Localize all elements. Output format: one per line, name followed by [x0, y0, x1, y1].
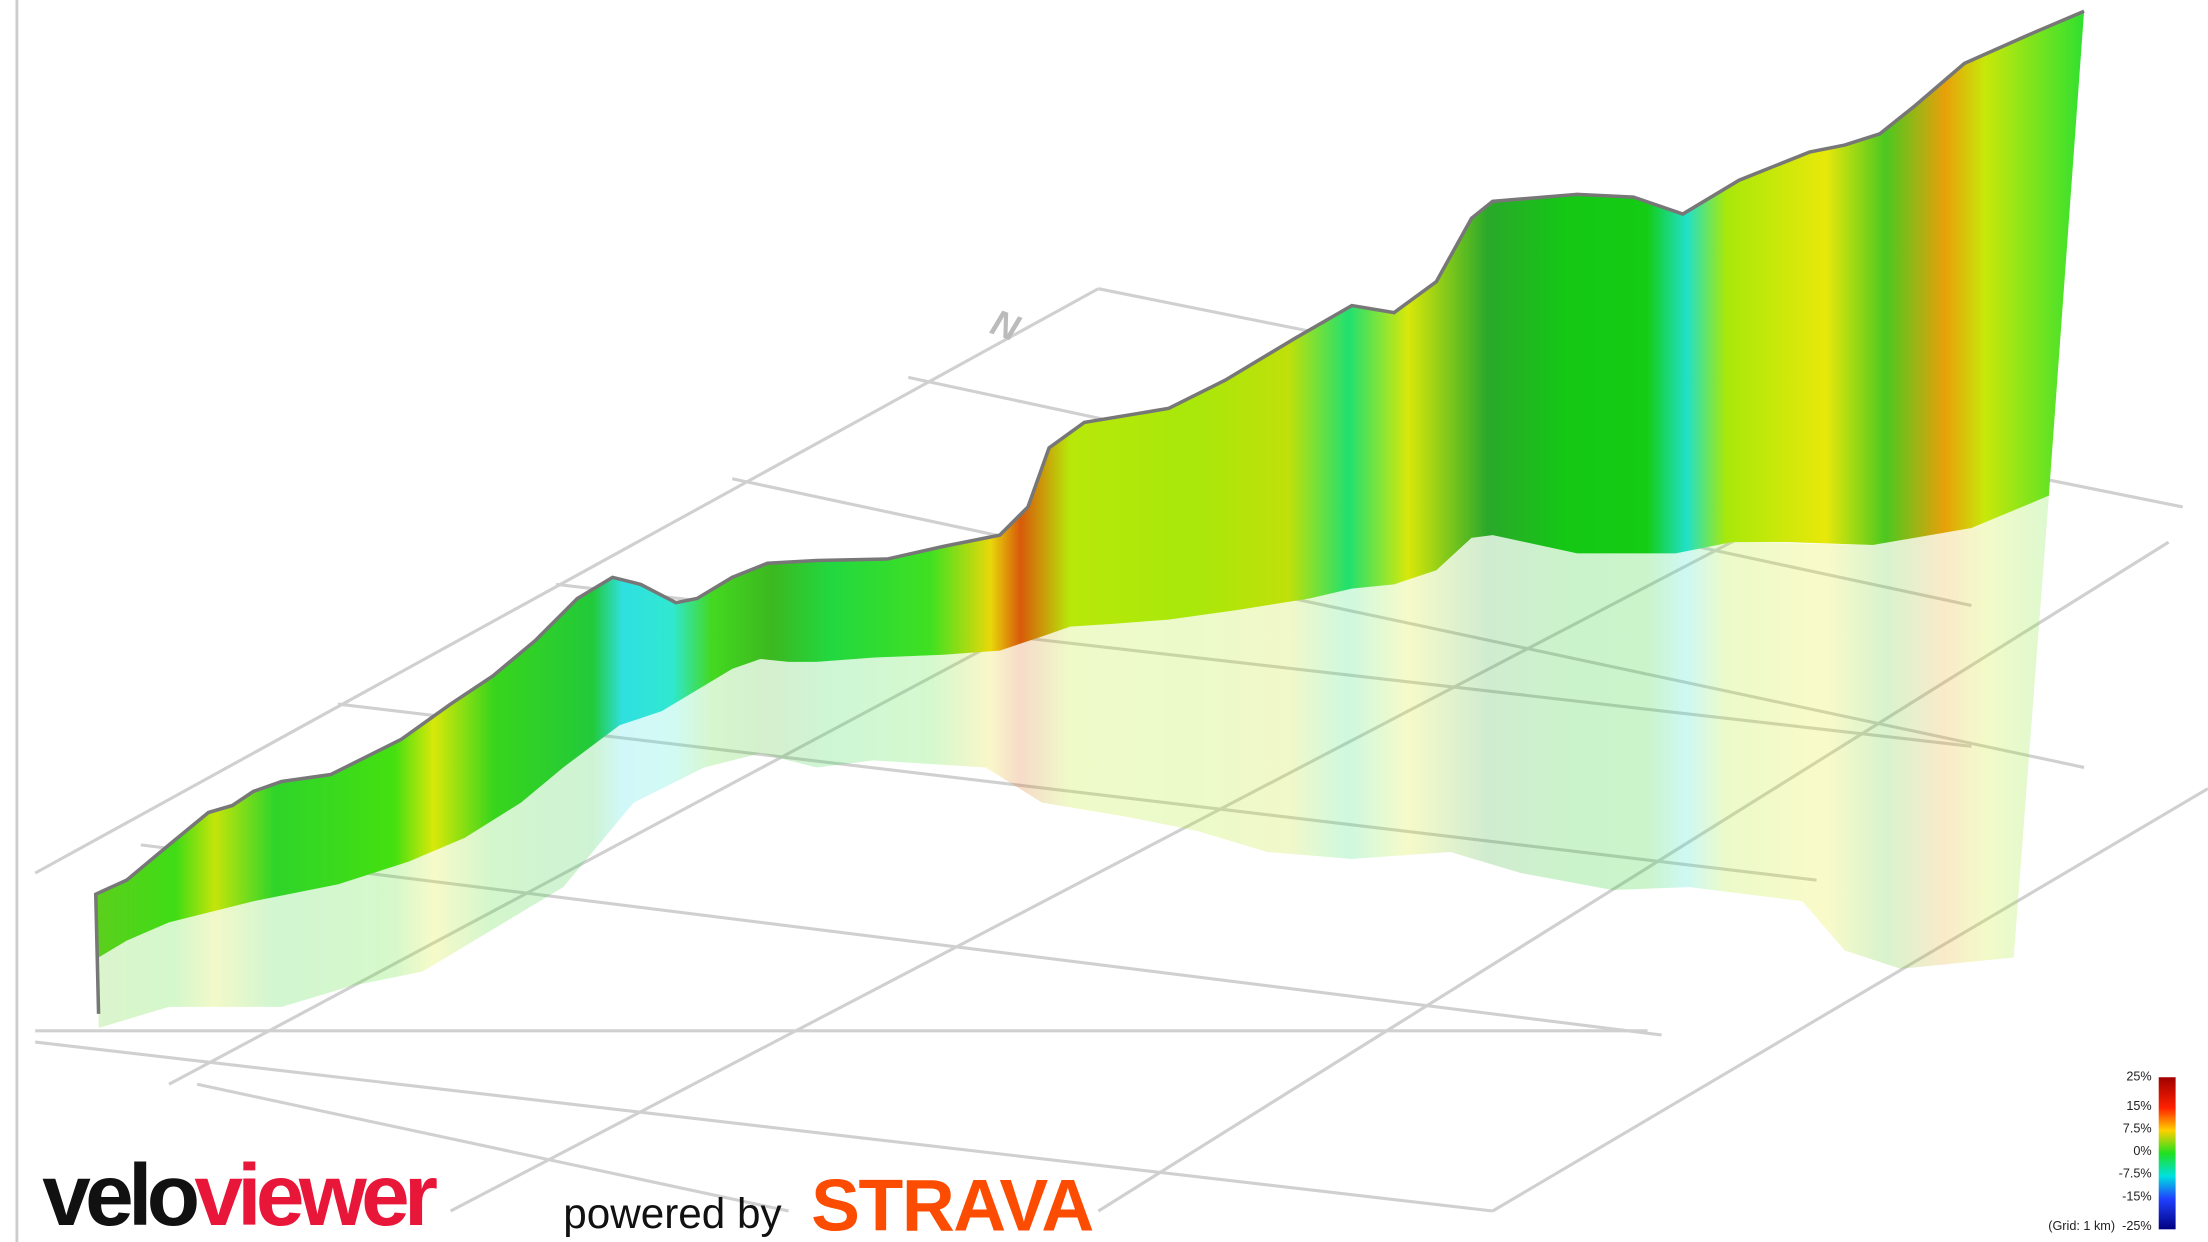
- legend-label: 15%: [2126, 1099, 2151, 1113]
- reflection: [98, 495, 2049, 1028]
- powered-by: powered by: [563, 1190, 782, 1237]
- strava-logo: STRAVA: [811, 1165, 1093, 1242]
- gradient-scale: [2158, 1077, 2176, 1230]
- elevation-outline: [93, 9, 2085, 1014]
- logo-viewer: viewer: [194, 1146, 437, 1242]
- logo-velo: velo: [42, 1146, 196, 1242]
- grid-note: (Grid: 1 km): [2048, 1219, 2115, 1233]
- legend-label: 7.5%: [2123, 1122, 2152, 1136]
- legend-label: -25%: [2122, 1219, 2152, 1233]
- legend-label: 25%: [2126, 1070, 2151, 1084]
- logo: veloviewer: [42, 1146, 437, 1242]
- legend-label: -7.5%: [2119, 1167, 2152, 1181]
- legend-label: -15%: [2122, 1189, 2152, 1203]
- legend-label: 0%: [2133, 1144, 2151, 1158]
- elevation-ribbon: [95, 11, 2085, 1014]
